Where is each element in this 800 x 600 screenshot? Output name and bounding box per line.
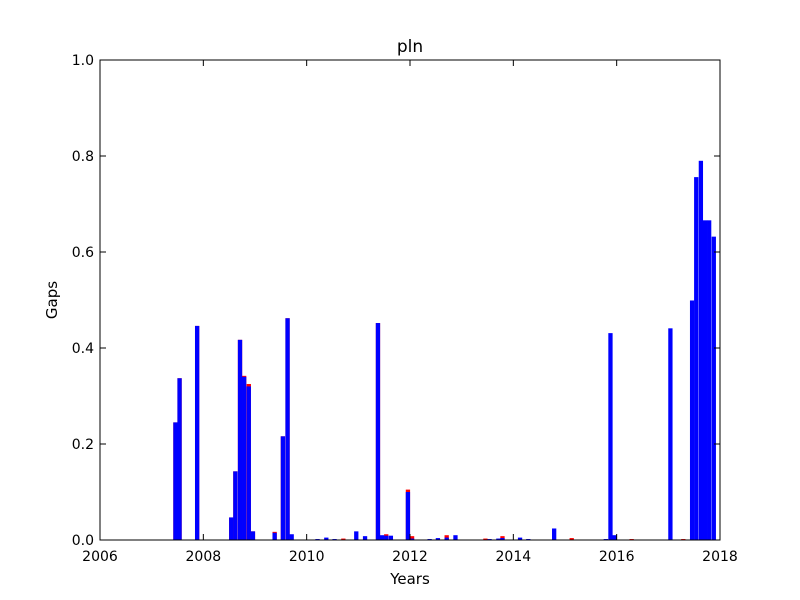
y-axis-label: Gaps <box>43 281 61 319</box>
y-tick-label: 0.0 <box>72 533 94 549</box>
bar-series-1 <box>194 325 200 540</box>
x-tick-label: 2006 <box>82 549 118 565</box>
bar-series-1 <box>668 328 673 540</box>
bar-series-1 <box>517 537 523 540</box>
bar-series-1 <box>694 177 699 540</box>
x-tick-label: 2018 <box>702 549 738 565</box>
plot-area <box>100 60 720 540</box>
bar-series-1 <box>173 422 178 540</box>
bar-series-1 <box>354 531 359 540</box>
y-tick-label: 1.0 <box>72 53 94 69</box>
bar-series-1 <box>496 538 501 540</box>
y-tick-label: 0.4 <box>72 341 94 357</box>
bar-series-1 <box>388 535 394 540</box>
bar-series-1 <box>246 386 251 540</box>
chart-title: pln <box>397 37 423 57</box>
y-tick-label: 0.6 <box>72 245 94 261</box>
bar-series-1 <box>229 517 234 540</box>
bar-series-1 <box>453 535 458 540</box>
bar-series-1 <box>689 300 695 540</box>
bar-series-1 <box>409 538 415 540</box>
bar-series-1 <box>552 528 557 540</box>
bar-series-1 <box>405 492 411 540</box>
bar-series-1 <box>250 531 256 540</box>
bar-series-1 <box>707 220 712 540</box>
y-tick-label: 0.2 <box>72 437 94 453</box>
x-axis-label: Years <box>389 570 430 588</box>
bar-series-1 <box>285 318 290 540</box>
bar-series-1 <box>289 534 294 540</box>
bar-series-1 <box>272 532 277 540</box>
x-tick-label: 2012 <box>392 549 428 565</box>
bar-series-1 <box>444 537 449 540</box>
bar-series-1 <box>237 339 243 540</box>
bar-series-1 <box>500 538 505 540</box>
x-tick-label: 2016 <box>599 549 635 565</box>
bar-series-1 <box>324 537 329 540</box>
bar-series-1 <box>435 538 441 540</box>
y-tick-label: 0.8 <box>72 149 94 165</box>
bars-group <box>173 160 716 541</box>
bar-series-1 <box>711 236 716 540</box>
bar-series-1 <box>698 160 704 541</box>
bar-series-1 <box>375 323 381 540</box>
bar-series-0 <box>483 538 488 540</box>
bar-series-0 <box>341 538 346 540</box>
bar-series-1 <box>177 378 182 540</box>
bar-series-1 <box>702 220 708 540</box>
bar-series-0 <box>569 538 574 540</box>
bar-series-0 <box>409 536 415 540</box>
x-tick-label: 2010 <box>289 549 325 565</box>
bar-series-1 <box>362 536 368 540</box>
bar-series-1 <box>608 333 613 540</box>
bar-series-0 <box>500 536 505 540</box>
bar-series-1 <box>280 436 286 540</box>
x-tick-label: 2014 <box>496 549 532 565</box>
bar-series-1 <box>242 376 247 540</box>
bar-series-1 <box>612 535 617 540</box>
bar-series-1 <box>384 535 389 540</box>
x-tick-label: 2008 <box>186 549 222 565</box>
ticks-group: 2006 2008 2010 2012 2014 2016 2018 0.0 0.2 0.4 0.6… <box>72 53 738 565</box>
bar-series-1 <box>379 535 385 540</box>
bar-series-1 <box>233 471 238 540</box>
